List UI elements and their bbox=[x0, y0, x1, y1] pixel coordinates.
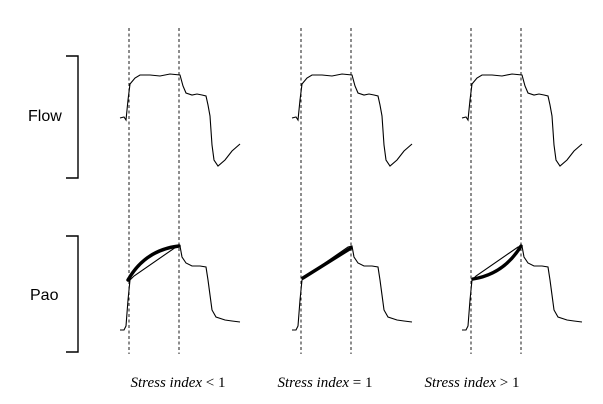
caption-panel-3-italic: Stress index bbox=[424, 375, 497, 391]
pao-curvature-highlight bbox=[126, 244, 181, 282]
waveform-panel-1 bbox=[119, 28, 241, 354]
caption-panel-1: Stress index < 1 bbox=[131, 375, 226, 392]
caption-panel-1-rest: < 1 bbox=[202, 375, 226, 391]
pao-bracket bbox=[66, 235, 79, 353]
caption-panel-2: Stress index = 1 bbox=[278, 375, 373, 392]
pao-curvature-highlight bbox=[301, 246, 353, 280]
pao-waveform bbox=[462, 245, 583, 331]
flow-waveform bbox=[461, 73, 583, 167]
pao-waveform bbox=[120, 245, 241, 331]
caption-panel-2-italic: Stress index bbox=[277, 375, 350, 391]
waveform-panel-2 bbox=[291, 28, 413, 354]
caption-panel-2-rest: = 1 bbox=[349, 375, 373, 391]
caption-panel-3: Stress index > 1 bbox=[425, 375, 520, 392]
flow-waveform bbox=[291, 73, 413, 167]
pao-curvature-highlight bbox=[471, 244, 523, 281]
pao-waveform bbox=[292, 245, 413, 331]
flow-row-label: Flow bbox=[28, 108, 62, 125]
flow-waveform bbox=[119, 73, 241, 167]
pao-row-label: Pao bbox=[30, 287, 59, 304]
waveform-panel-3 bbox=[461, 28, 583, 354]
caption-panel-1-italic: Stress index bbox=[130, 375, 203, 391]
caption-panel-3-rest: > 1 bbox=[496, 375, 520, 391]
flow-bracket bbox=[66, 55, 79, 179]
